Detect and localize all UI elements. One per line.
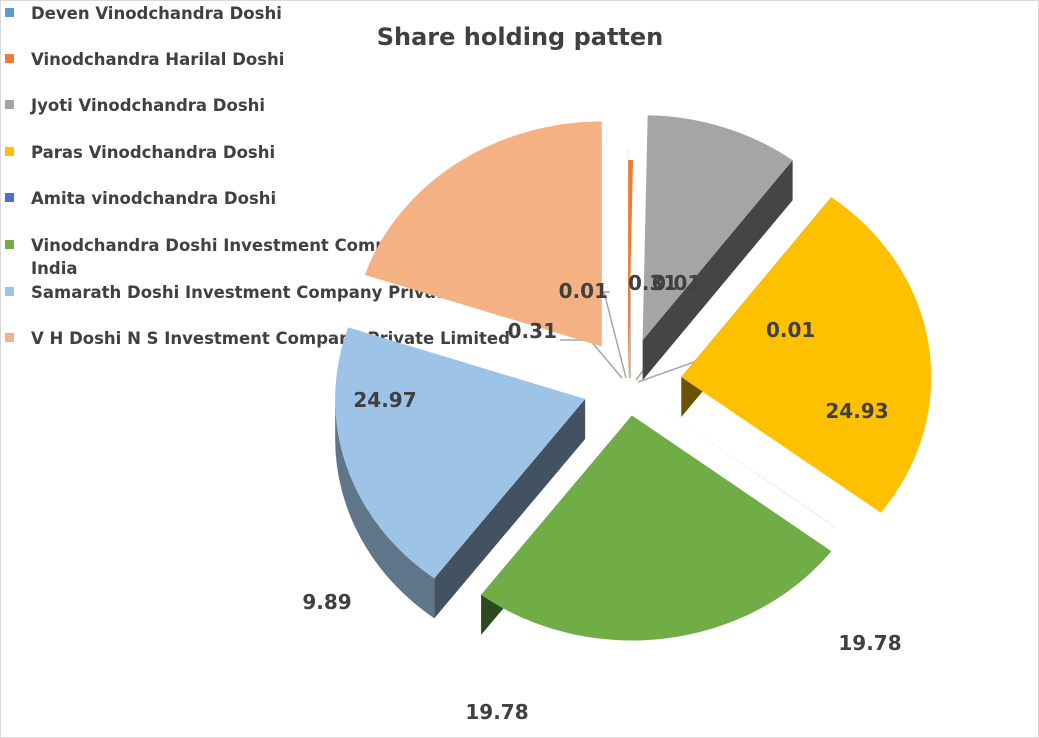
data-label-1: 0.31: [508, 319, 557, 343]
legend-swatch: [5, 54, 14, 63]
legend-swatch: [5, 240, 14, 249]
leader-line: [603, 291, 627, 379]
data-label-4: 0.01: [652, 271, 701, 295]
legend-label: Vinodchandra Harilal Doshi: [31, 50, 284, 69]
slice-side-6: [434, 398, 586, 619]
slice-3: [681, 197, 932, 513]
legend-label: Amita vinodchandra Doshi: [31, 189, 276, 208]
data-label-5: 24.93: [825, 399, 888, 423]
slice-2: [642, 115, 793, 341]
legend-label: V H Doshi N S Investment Company Private…: [31, 329, 510, 348]
data-label-0: 0.01: [559, 279, 608, 303]
legend-label: Paras Vinodchandra Doshi: [31, 143, 275, 162]
legend-item: Amita vinodchandra Doshi: [5, 189, 276, 208]
legend-label: India: [31, 259, 78, 278]
legend-item: Samarath Doshi Investment Company Privat…: [5, 283, 531, 302]
legend-swatch: [5, 193, 14, 202]
chart-title: Share holding patten: [377, 23, 664, 51]
data-label-3: 24.97: [353, 388, 416, 412]
legend-label: Jyoti Vinodchandra Doshi: [30, 96, 265, 115]
slice-5: [481, 415, 832, 641]
legend-swatch: [5, 147, 14, 156]
legend-label: Samarath Doshi Investment Company Privat…: [31, 283, 531, 302]
data-label-2: 9.89: [302, 590, 351, 614]
data-label-4-b: 0.01: [766, 318, 815, 342]
slice-4: [636, 392, 837, 528]
legend-swatch: [5, 333, 14, 342]
slice-1: [628, 160, 634, 385]
slice-edge-6: [335, 398, 435, 619]
legend-label: Deven Vinodchandra Doshi: [31, 4, 282, 23]
legend-swatch: [5, 8, 14, 17]
data-label-6: 19.78: [838, 631, 901, 655]
legend-item: Jyoti Vinodchandra Doshi: [5, 96, 265, 115]
legend-item: Paras Vinodchandra Doshi: [5, 143, 275, 162]
data-labels: 0.010.319.8924.970.0124.9319.7819.780.01…: [302, 271, 901, 724]
legend-swatch: [5, 287, 14, 296]
data-label-7: 19.78: [465, 700, 528, 724]
slice-side-2: [642, 160, 793, 381]
slice-6: [335, 327, 586, 579]
slice-7: [364, 121, 602, 347]
legend-item: Vinodchandra Harilal Doshi: [5, 50, 284, 69]
legend-item: Deven Vinodchandra Doshi: [5, 4, 282, 23]
pie-slices: [335, 115, 932, 641]
legend-swatch: [5, 100, 14, 109]
legend-item: V H Doshi N S Investment Company Private…: [5, 329, 510, 348]
data-label-1-b: 0.31: [628, 271, 677, 295]
